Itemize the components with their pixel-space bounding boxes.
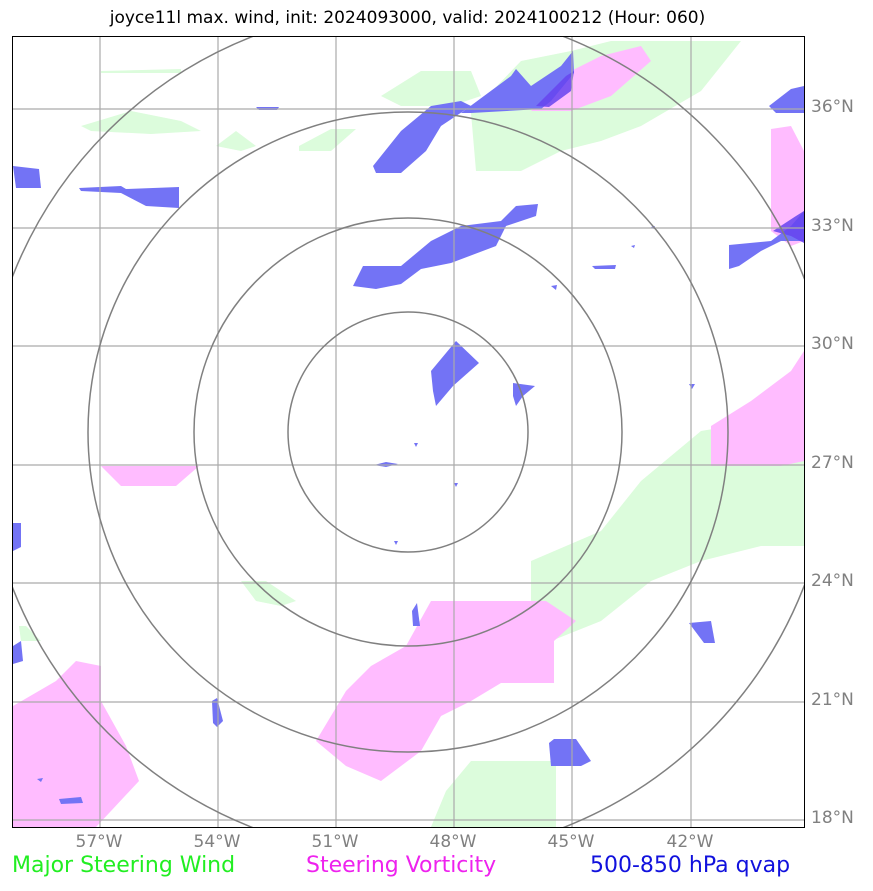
lat-label-27n: 27°N <box>811 453 854 473</box>
qvap-layer <box>13 51 804 804</box>
lat-label-24n: 24°N <box>811 571 854 591</box>
lon-label-42w: 42°W <box>666 832 714 852</box>
lon-label-57w: 57°W <box>75 832 123 852</box>
lon-label-54w: 54°W <box>193 832 241 852</box>
legend-steering-vorticity: Steering Vorticity <box>306 853 497 878</box>
lon-label-45w: 45°W <box>547 832 595 852</box>
lat-label-36n: 36°N <box>811 97 854 117</box>
qvap-dark-core <box>536 71 804 243</box>
lat-label-33n: 33°N <box>811 216 854 236</box>
lat-label-30n: 30°N <box>811 334 854 354</box>
lon-label-51w: 51°W <box>311 832 359 852</box>
lon-label-48w: 48°W <box>429 832 477 852</box>
map-panel <box>12 36 805 828</box>
legend-qvap: 500-850 hPa qvap <box>590 853 791 878</box>
legend-steering-wind: Major Steering Wind <box>12 853 236 878</box>
graticule <box>13 37 804 827</box>
map-canvas <box>13 37 804 827</box>
lat-label-21n: 21°N <box>811 690 854 710</box>
range-rings <box>13 37 804 827</box>
map-title: joyce11l max. wind, init: 2024093000, va… <box>109 8 706 28</box>
lat-label-18n: 18°N <box>811 808 854 828</box>
